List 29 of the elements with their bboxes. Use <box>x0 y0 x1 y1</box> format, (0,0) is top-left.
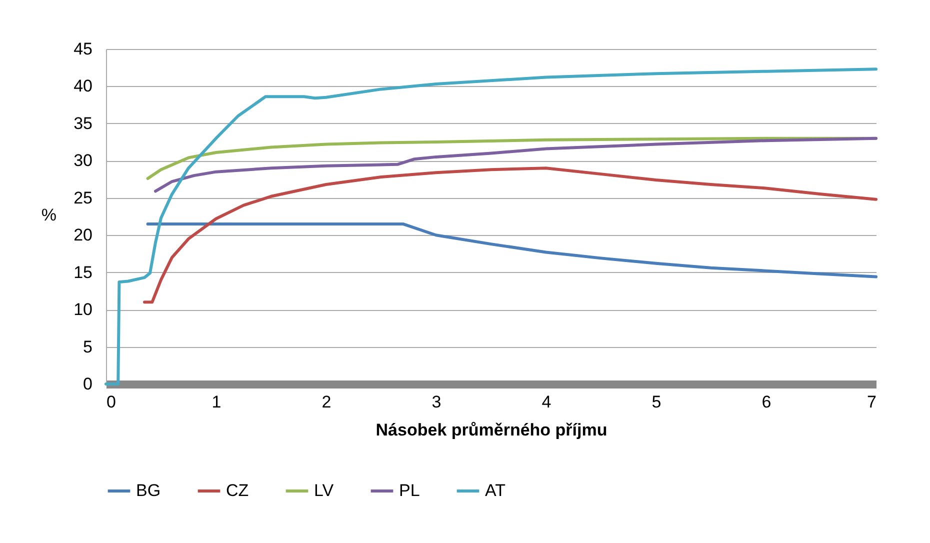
y-tick-label: 15 <box>74 262 92 282</box>
x-axis-title: Násobek průměrného příjmu <box>376 420 608 440</box>
y-tick-label: 35 <box>74 114 92 133</box>
x-tick-label: 1 <box>212 392 222 412</box>
legend-label: LV <box>314 481 334 500</box>
x-tick-label: 6 <box>762 392 772 412</box>
y-tick-label: 45 <box>74 40 92 58</box>
line-series <box>154 136 878 193</box>
y-axis-title: % <box>41 206 56 224</box>
y-tick-label: 10 <box>74 300 92 320</box>
y-tick-label: 25 <box>74 188 92 208</box>
x-tick-label: 2 <box>322 392 332 412</box>
y-tick-label: 30 <box>74 151 92 170</box>
y-tick-label: 40 <box>74 76 92 96</box>
legend-label: AT <box>485 481 506 500</box>
x-tick-label: 3 <box>432 392 442 412</box>
legend-label: BG <box>136 481 161 500</box>
x-tick-label: 5 <box>652 392 662 412</box>
x-tick-label: 4 <box>542 392 552 412</box>
line-series <box>146 222 878 278</box>
y-tick-label: 0 <box>83 374 92 394</box>
line-series <box>143 166 878 304</box>
x-tick-label: 0 <box>106 392 116 412</box>
legend-label: CZ <box>226 481 249 500</box>
line-series <box>104 68 878 386</box>
y-tick-label: 20 <box>74 226 92 245</box>
x-tick-label: 7 <box>867 392 876 412</box>
legend-label: PL <box>399 481 420 500</box>
y-tick-label: 5 <box>83 337 92 356</box>
